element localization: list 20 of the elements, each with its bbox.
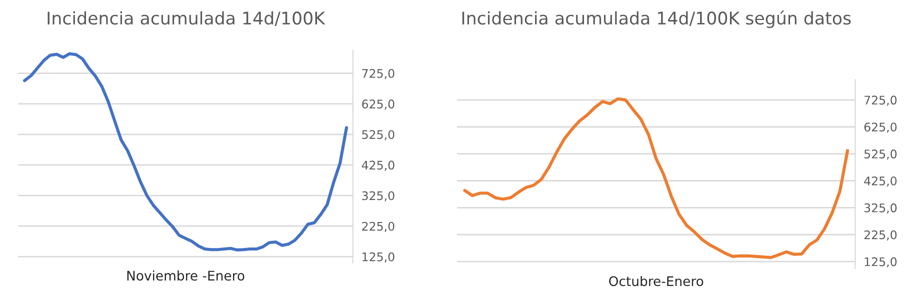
y-tick-label: 425,0 [864, 176, 897, 187]
x-axis-title: Octubre-Enero [609, 276, 704, 286]
y-tick-label: 125,0 [864, 257, 897, 268]
y-tick-label: 725,0 [864, 96, 897, 106]
y-tick-label: 325,0 [362, 191, 394, 202]
y-tick-label: 725,0 [362, 68, 394, 80]
line-series [23, 52, 348, 252]
y-tick-label: 625,0 [864, 122, 897, 133]
y-tick-label: 125,0 [362, 252, 394, 263]
x-axis-title: Noviembre -Enero [127, 270, 244, 281]
y-tick-label: 225,0 [864, 230, 897, 240]
y-tick-label: 225,0 [362, 222, 394, 232]
chart-title: Incidencia acumulada 14d/100K [48, 11, 326, 26]
y-tick-label: 525,0 [864, 150, 897, 160]
line-series [463, 97, 850, 260]
y-tick-label: 525,0 [362, 130, 394, 140]
chart-title: Incidencia acumulada 14d/100K según datos [462, 10, 851, 28]
y-tick-label: 625,0 [362, 100, 394, 110]
y-tick-label: 425,0 [362, 160, 394, 171]
y-tick-label: 325,0 [864, 203, 897, 214]
